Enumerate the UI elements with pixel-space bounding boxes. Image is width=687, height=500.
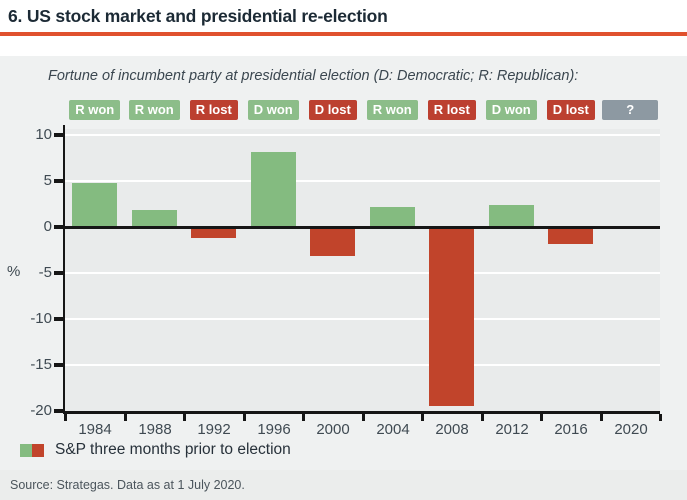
bar-chart: 10 5 0 -5 -10 -15 -20% 1984 1988 1992 1996 2000 2004… [0,85,687,438]
x-tick [362,414,365,421]
result-badge: R won [128,100,180,120]
badge-cell: ? [601,100,661,122]
chart-subtitle: Fortune of incumbent party at presidenti… [48,68,579,84]
grid-line [65,134,660,136]
y-tick-label: 5 [43,172,52,189]
x-tick-label: 2004 [376,421,410,438]
zero-line [65,226,660,229]
footer: Source: Strategas. Data as at 1 July 202… [0,470,687,500]
legend: S&P three months prior to election [20,441,687,459]
x-tick-label: 1988 [138,421,172,438]
x-tick [302,414,305,421]
content: Fortune of incumbent party at presidenti… [0,68,687,459]
result-badge: D won [247,100,299,120]
badge-cell: R won [125,100,185,122]
legend-label: S&P three months prior to election [55,441,291,458]
bar [191,227,236,238]
y-tick [54,363,63,367]
badge-cell: R lost [184,100,244,122]
y-tick [54,133,63,137]
legend-swatch-positive [20,443,32,457]
badge-cell: R won [363,100,423,122]
y-tick [54,271,63,275]
title-gap [0,36,687,56]
result-badge: R lost [427,100,476,120]
x-tick [540,414,543,421]
x-tick [659,414,662,421]
bar [489,205,534,227]
x-tick [183,414,186,421]
result-badge: D lost [308,100,357,120]
x-tick-label: 2012 [495,421,529,438]
x-tick [124,414,127,421]
y-tick-label: 10 [35,126,52,143]
y-tick [54,317,63,321]
x-tick-label: 2000 [316,421,350,438]
y-tick [54,225,63,229]
bar [310,227,355,256]
y-tick-label: 0 [43,218,52,235]
legend-swatch-negative [32,443,44,457]
title-band: 6. US stock market and presidential re-e… [0,0,687,32]
badge-cell: D lost [541,100,601,122]
grid-line [65,318,660,320]
result-badge: R won [69,100,121,120]
y-axis-title: % [7,263,21,280]
bar [132,210,177,227]
y-tick-label: -15 [30,356,52,373]
x-tick-label: 2008 [435,421,469,438]
grid-line [65,272,660,274]
bar [251,152,296,227]
legend-swatch [20,443,44,457]
y-tick-label: -5 [38,264,52,281]
grid-line [65,180,660,182]
x-tick [64,414,67,421]
badge-cell: D won [244,100,304,122]
x-tick [421,414,424,421]
grid-line [65,364,660,366]
x-tick-label: 2016 [554,421,588,438]
x-tick-label: 1996 [257,421,291,438]
bar [548,227,593,244]
y-axis-line [63,125,65,414]
bar [429,227,474,406]
x-axis-line [63,411,660,414]
badge-cell: D lost [303,100,363,122]
page-title: 6. US stock market and presidential re-e… [8,5,388,26]
x-tick [481,414,484,421]
result-badge: D won [485,100,537,120]
bar [72,183,117,227]
badge-cell: R won [65,100,125,122]
y-tick-label: -20 [30,402,52,419]
badges-row: R won R won R lost D won D lost R won R lost D … [65,100,660,122]
x-tick-label: 1992 [197,421,231,438]
accent-rule [0,32,687,36]
plot-area [65,129,660,411]
result-badge: R lost [189,100,238,120]
x-tick-label: 2020 [614,421,648,438]
y-tick-label: -10 [30,310,52,327]
result-badge: R won [366,100,418,120]
source-text: Source: Strategas. Data as at 1 July 202… [10,478,245,492]
x-tick [600,414,603,421]
x-tick [243,414,246,421]
badge-cell: D won [482,100,542,122]
y-tick [54,409,63,413]
result-badge: D lost [546,100,595,120]
result-badge: ? [602,100,659,120]
y-tick [54,179,63,183]
badge-cell: R lost [422,100,482,122]
x-tick-label: 1984 [78,421,112,438]
bar [370,207,415,227]
